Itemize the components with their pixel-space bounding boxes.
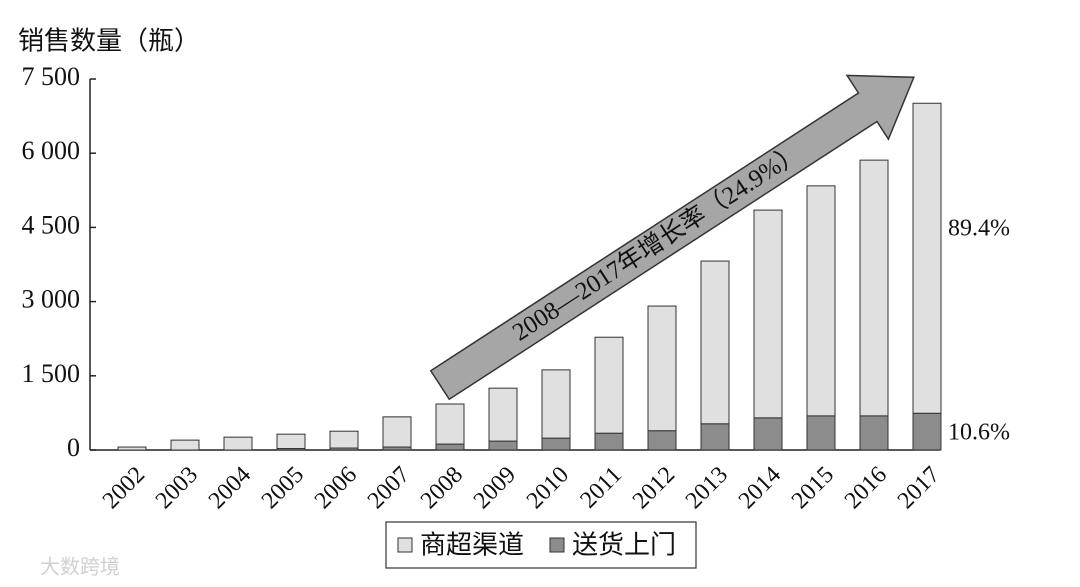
growth-arrow: 2008—2017年增长率（24.9%） (429, 74, 915, 401)
bar-segment (594, 336, 624, 434)
bar-segment (329, 430, 359, 449)
x-tick-label: 2006 (310, 462, 362, 514)
share-label: 10.6% (948, 420, 1010, 446)
x-tick-label: 2005 (257, 462, 309, 514)
y-tick-label: 4 500 (22, 210, 81, 239)
x-tick-label: 2010 (522, 462, 574, 514)
y-axis-label: 销售数量（瓶） (18, 27, 200, 57)
x-tick-label: 2016 (840, 462, 892, 514)
bar-segment (912, 102, 942, 414)
x-tick-label: 2011 (575, 462, 627, 514)
y-tick-label: 6 000 (22, 136, 81, 165)
bar-segment (223, 436, 253, 451)
x-tick-label: 2009 (469, 462, 521, 514)
y-tick-label: 0 (67, 433, 80, 462)
x-tick-label: 2013 (681, 462, 733, 514)
watermark: 大数跨境 (40, 555, 120, 579)
bar-segment (276, 433, 306, 450)
x-tick-label: 2004 (204, 462, 256, 514)
bar-segment (541, 369, 571, 439)
bar-segment (806, 185, 836, 417)
x-tick-label: 2012 (628, 462, 680, 514)
bar-segment (488, 440, 518, 451)
bar-segment (753, 209, 783, 419)
x-tick-label: 2003 (151, 462, 203, 514)
bar-segment (859, 415, 889, 451)
bar-segment (541, 437, 571, 451)
bar-segment (859, 159, 889, 417)
x-tick-label: 2014 (734, 462, 786, 514)
x-tick-label: 2008 (416, 462, 468, 514)
bar-segment (700, 423, 730, 451)
legend-label: 送货上门 (572, 531, 676, 561)
legend-swatch (549, 537, 565, 553)
arrow-shape (429, 74, 915, 401)
bar-segment (753, 417, 783, 451)
bar-segment (700, 260, 730, 425)
share-label: 89.4% (948, 216, 1010, 242)
x-tick-label: 2015 (787, 462, 839, 514)
bar-segment (382, 416, 412, 448)
bar-segment (912, 412, 942, 451)
y-tick-label: 3 000 (22, 285, 81, 314)
bar-segment (117, 446, 147, 451)
legend-box (385, 521, 697, 569)
bar-segment (435, 403, 465, 445)
legend-swatch (397, 537, 413, 553)
legend-label: 商超渠道 (420, 531, 524, 561)
y-tick-label: 1 500 (22, 359, 81, 388)
bar-segment (806, 415, 836, 451)
bar-segment (647, 430, 677, 451)
y-tick-label: 7 500 (22, 62, 81, 91)
bar-segment (435, 443, 465, 451)
x-tick-label: 2007 (363, 462, 415, 514)
x-tick-label: 2002 (98, 462, 150, 514)
bar-segment (488, 387, 518, 442)
x-tick-label: 2017 (893, 462, 945, 514)
bar-segment (594, 432, 624, 451)
bar-segment (170, 439, 200, 451)
bar-segment (647, 305, 677, 432)
